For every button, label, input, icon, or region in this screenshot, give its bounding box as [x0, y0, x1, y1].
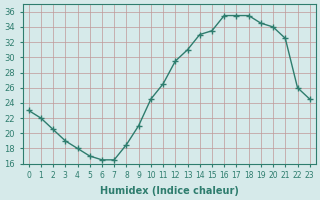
- X-axis label: Humidex (Indice chaleur): Humidex (Indice chaleur): [100, 186, 239, 196]
